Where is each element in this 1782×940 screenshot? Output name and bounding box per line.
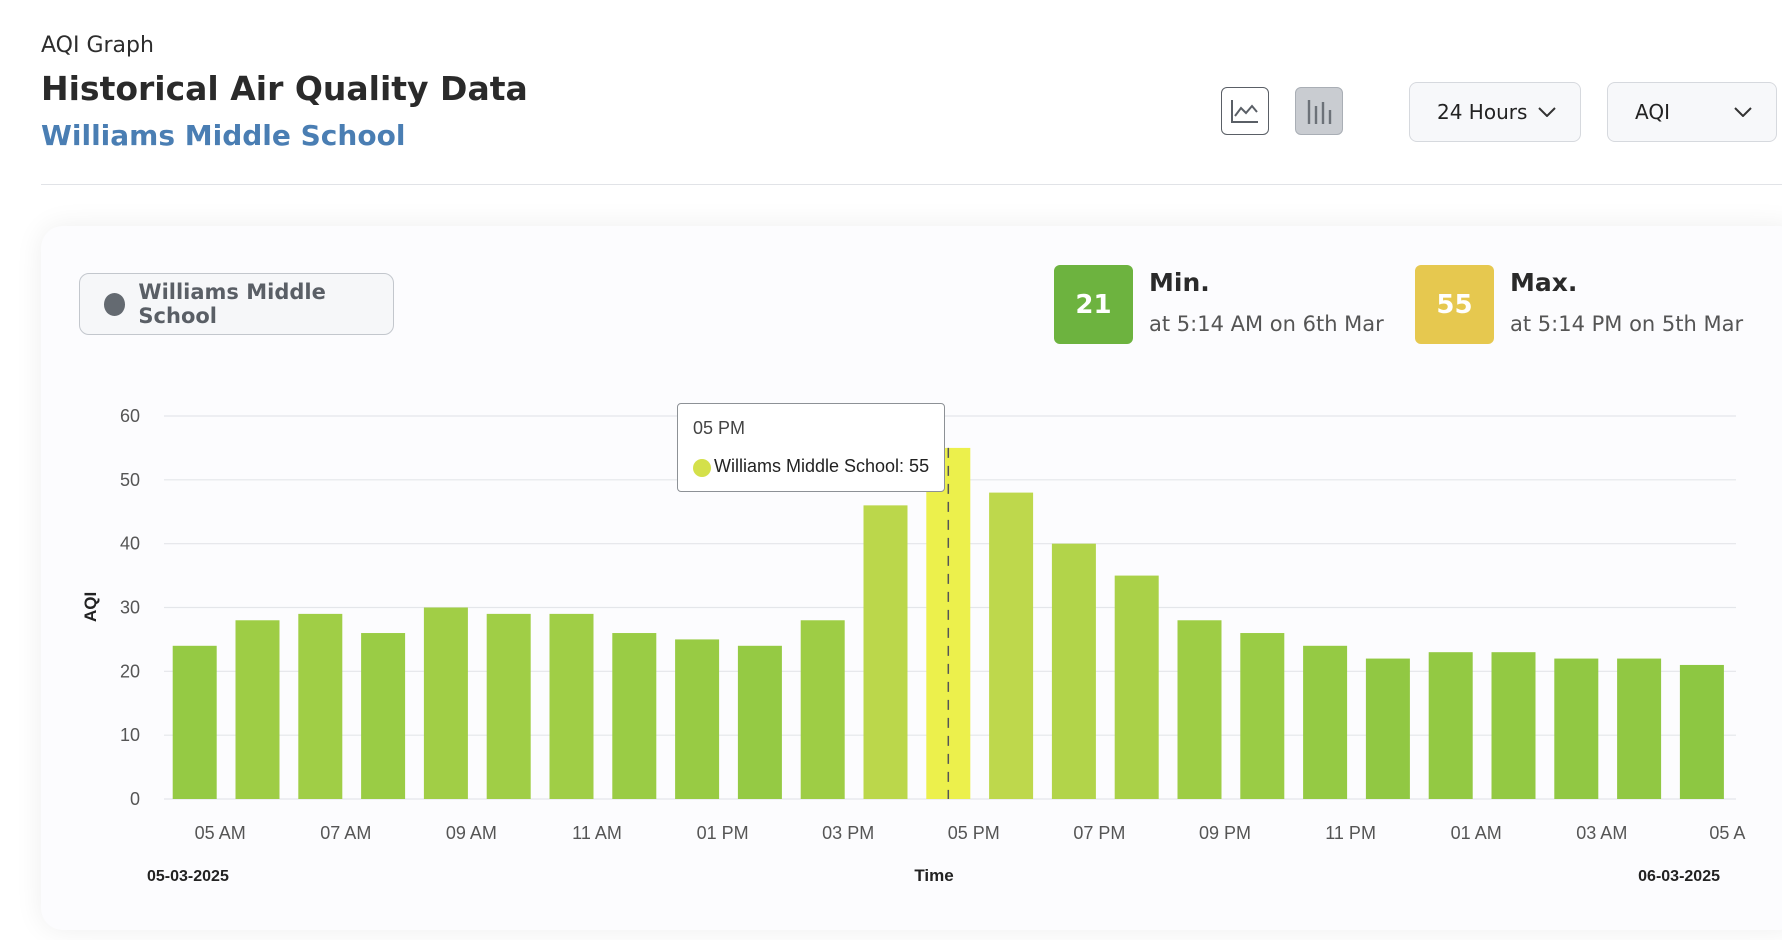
bar bbox=[1617, 658, 1662, 799]
bar bbox=[1303, 645, 1348, 799]
header-divider bbox=[41, 184, 1782, 185]
max-timestamp: at 5:14 PM on 5th Mar bbox=[1510, 312, 1744, 336]
bar bbox=[486, 613, 531, 799]
bar bbox=[800, 620, 845, 799]
bar bbox=[1365, 658, 1410, 799]
y-axis-title: AQI bbox=[81, 592, 100, 622]
bar bbox=[1051, 543, 1096, 799]
x-tick-label: 03 PM bbox=[822, 823, 874, 843]
x-tick-label: 05 A bbox=[1709, 823, 1745, 843]
start-date-label: 05-03-2025 bbox=[147, 868, 229, 885]
y-tick-label: 60 bbox=[120, 406, 140, 426]
bar bbox=[423, 607, 468, 799]
y-tick-label: 30 bbox=[120, 598, 140, 618]
tooltip-title: 05 PM bbox=[693, 418, 746, 438]
bar bbox=[675, 639, 720, 799]
tooltip-value: Williams Middle School: 55 bbox=[714, 456, 930, 476]
bar bbox=[1240, 633, 1285, 799]
min-timestamp: at 5:14 AM on 6th Mar bbox=[1149, 312, 1384, 336]
chart-tooltip: 05 PM Williams Middle School: 55 bbox=[677, 403, 945, 492]
time-range-dropdown[interactable]: 24 Hours bbox=[1409, 82, 1581, 142]
bar bbox=[737, 645, 782, 799]
bar bbox=[1114, 575, 1159, 799]
chevron-down-icon bbox=[1734, 107, 1752, 117]
min-title: Min. bbox=[1149, 268, 1210, 297]
x-tick-label: 01 PM bbox=[697, 823, 749, 843]
chevron-down-icon bbox=[1538, 107, 1556, 117]
time-range-value: 24 Hours bbox=[1437, 100, 1528, 124]
bar bbox=[863, 505, 908, 799]
max-value-badge: 55 bbox=[1415, 265, 1494, 344]
x-tick-label: 03 AM bbox=[1576, 823, 1627, 843]
x-tick-label: 01 AM bbox=[1451, 823, 1502, 843]
bar bbox=[1177, 620, 1222, 799]
legend-item[interactable]: Williams Middle School bbox=[79, 273, 394, 335]
y-tick-label: 20 bbox=[120, 661, 140, 681]
y-tick-label: 50 bbox=[120, 470, 140, 490]
bar bbox=[1679, 664, 1724, 799]
bar bbox=[1554, 658, 1599, 799]
x-tick-label: 07 AM bbox=[320, 823, 371, 843]
x-tick-label: 09 AM bbox=[446, 823, 497, 843]
bar bbox=[298, 613, 343, 799]
bar-chart-button[interactable] bbox=[1295, 87, 1343, 135]
chart-panel bbox=[41, 226, 1782, 930]
min-value-badge: 21 bbox=[1054, 265, 1133, 344]
bar bbox=[612, 633, 657, 799]
legend-color-dot bbox=[104, 292, 126, 316]
bar bbox=[361, 633, 406, 799]
x-tick-label: 05 AM bbox=[195, 823, 246, 843]
location-title: Williams Middle School bbox=[41, 119, 406, 152]
metric-value: AQI bbox=[1635, 100, 1670, 124]
max-title: Max. bbox=[1510, 268, 1578, 297]
bar bbox=[989, 492, 1034, 799]
y-tick-label: 40 bbox=[120, 534, 140, 554]
end-date-label: 06-03-2025 bbox=[1638, 868, 1720, 885]
line-chart-icon bbox=[1231, 100, 1258, 123]
x-tick-label: 05 PM bbox=[948, 823, 1000, 843]
page-kicker: AQI Graph bbox=[41, 33, 154, 58]
x-tick-label: 11 AM bbox=[572, 823, 622, 843]
bar bbox=[172, 645, 217, 799]
bar bbox=[235, 620, 280, 799]
bar bbox=[549, 613, 594, 799]
legend-label: Williams Middle School bbox=[138, 280, 326, 328]
bar bbox=[1491, 652, 1536, 799]
x-axis-title: Time bbox=[914, 866, 953, 885]
bar bbox=[926, 447, 971, 799]
bar bbox=[1428, 652, 1473, 799]
line-chart-button[interactable] bbox=[1221, 87, 1269, 135]
y-tick-label: 0 bbox=[130, 789, 140, 809]
x-tick-label: 11 PM bbox=[1325, 823, 1376, 843]
page-title: Historical Air Quality Data bbox=[41, 69, 528, 108]
x-tick-label: 07 PM bbox=[1073, 823, 1125, 843]
y-tick-label: 10 bbox=[120, 725, 140, 745]
tooltip-color-dot bbox=[693, 459, 711, 477]
metric-dropdown[interactable]: AQI bbox=[1607, 82, 1777, 142]
bar-chart-icon bbox=[1307, 100, 1332, 124]
x-tick-label: 09 PM bbox=[1199, 823, 1251, 843]
